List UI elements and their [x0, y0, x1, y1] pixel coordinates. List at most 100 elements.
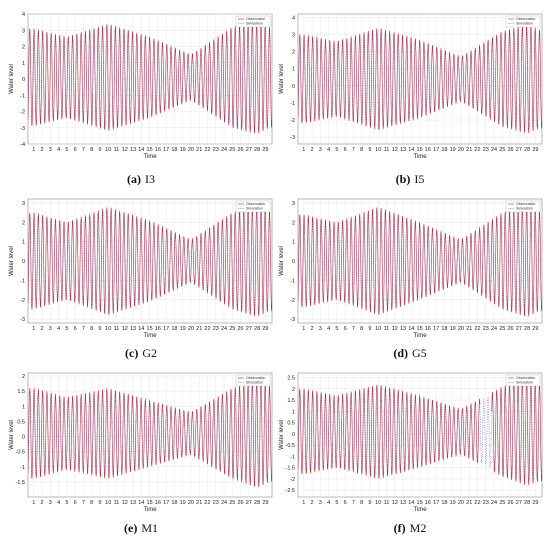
x-tick-label: 11 — [114, 147, 120, 153]
y-tick-label: 4 — [22, 12, 25, 18]
x-tick-label: 23 — [213, 147, 219, 153]
y-tick-label: -1 — [20, 278, 25, 284]
x-tick-label: 20 — [188, 326, 194, 332]
y-tick-label: 1.5 — [287, 398, 295, 404]
y-tick-label: -3 — [20, 317, 25, 323]
x-tick-label: 21 — [196, 326, 202, 332]
y-axis-label: Water level — [279, 64, 285, 94]
legend-box — [235, 15, 271, 28]
x-tick-label: 3 — [319, 147, 322, 153]
y-tick-label: 0 — [22, 435, 25, 441]
caption-letter: (d) — [393, 346, 408, 360]
legend-entry: Observation — [246, 202, 265, 206]
x-tick-label: 24 — [491, 326, 497, 332]
x-tick-label: 14 — [408, 147, 414, 153]
caption-name: I5 — [414, 172, 424, 186]
x-tick-label: 2 — [311, 147, 314, 153]
x-tick-label: 20 — [188, 500, 194, 506]
x-tick-label: 28 — [524, 500, 530, 506]
x-axis-label: Time — [413, 333, 427, 339]
x-tick-label: 5 — [65, 326, 68, 332]
x-tick-label: 16 — [155, 500, 161, 506]
legend-entry: Simulation — [516, 207, 533, 211]
x-tick-label: 27 — [246, 147, 252, 153]
x-tick-label: 18 — [441, 500, 447, 506]
x-tick-label: 2 — [311, 500, 314, 506]
x-tick-label: 28 — [524, 147, 530, 153]
x-tick-label: 27 — [246, 326, 252, 332]
x-tick-label: 1 — [32, 326, 35, 332]
x-tick-label: 16 — [425, 147, 431, 153]
x-tick-label: 5 — [335, 500, 338, 506]
y-tick-label: 3 — [22, 28, 25, 34]
x-tick-label: 12 — [122, 500, 128, 506]
x-tick-label: 18 — [441, 147, 447, 153]
x-tick-label: 11 — [114, 326, 120, 332]
y-axis-label: Water level — [9, 420, 15, 450]
x-tick-label: 13 — [400, 147, 406, 153]
panel-caption: (f) M2 — [394, 521, 427, 535]
x-tick-label: 9 — [98, 326, 101, 332]
x-tick-label: 10 — [105, 147, 111, 153]
x-tick-label: 25 — [229, 147, 235, 153]
legend-entry: Observation — [516, 17, 535, 21]
legend-entry: Simulation — [246, 381, 263, 385]
x-tick-label: 6 — [74, 500, 77, 506]
y-tick-label: -0.5 — [286, 443, 295, 449]
y-tick-label: 1 — [292, 240, 295, 246]
x-tick-label: 6 — [344, 500, 347, 506]
y-tick-label: 2.5 — [287, 376, 295, 382]
x-tick-label: 4 — [57, 500, 60, 506]
x-tick-label: 16 — [425, 326, 431, 332]
x-tick-label: 9 — [98, 500, 101, 506]
x-tick-label: 11 — [384, 147, 390, 153]
x-tick-label: 26 — [238, 147, 244, 153]
x-tick-label: 20 — [188, 147, 194, 153]
caption-letter: (f) — [394, 521, 406, 535]
x-axis-label: Time — [413, 507, 427, 513]
caption-name: M1 — [141, 521, 158, 535]
x-tick-label: 27 — [516, 500, 522, 506]
x-tick-label: 3 — [319, 326, 322, 332]
x-tick-label: 10 — [105, 500, 111, 506]
x-tick-label: 25 — [499, 500, 505, 506]
x-tick-label: 13 — [400, 326, 406, 332]
x-tick-label: 3 — [319, 500, 322, 506]
chart-panel-5: 1 2 3 4 5 6 7 8 9 10 11 12 13 14 15 16 17 18 19 20 21 22 23 24 2… — [9, 372, 273, 535]
x-tick-label: 13 — [130, 147, 136, 153]
x-tick-label: 10 — [375, 326, 381, 332]
x-tick-label: 12 — [122, 326, 128, 332]
x-tick-label: 26 — [508, 500, 514, 506]
x-tick-label: 2 — [41, 147, 44, 153]
y-tick-label: 1 — [22, 240, 25, 246]
x-tick-label: 17 — [163, 500, 169, 506]
panel-caption: (b) I5 — [396, 172, 425, 186]
x-tick-label: 15 — [417, 326, 423, 332]
chart-panel-3: 1 2 3 4 5 6 7 8 9 10 11 12 13 14 15 16 17 18 19 20 21 22 23 24 2… — [9, 198, 273, 360]
x-tick-label: 3 — [49, 147, 52, 153]
x-tick-label: 21 — [196, 500, 202, 506]
y-axis-label: Water level — [279, 420, 285, 450]
y-tick-label: 2 — [292, 387, 295, 393]
x-axis-label: Time — [413, 154, 427, 160]
x-tick-label: 22 — [474, 147, 480, 153]
x-tick-label: 26 — [508, 326, 514, 332]
y-tick-label: 3 — [292, 33, 295, 39]
y-tick-label: 0 — [292, 84, 295, 90]
x-tick-label: 18 — [171, 147, 177, 153]
x-tick-label: 19 — [180, 500, 186, 506]
x-tick-label: 19 — [180, 147, 186, 153]
x-tick-label: 5 — [335, 147, 338, 153]
x-tick-label: 15 — [147, 147, 153, 153]
x-tick-label: 10 — [105, 326, 111, 332]
x-tick-label: 2 — [41, 326, 44, 332]
x-tick-label: 24 — [221, 500, 227, 506]
y-tick-label: 0.5 — [17, 419, 25, 425]
x-axis-label: Time — [143, 154, 157, 160]
x-tick-label: 16 — [155, 326, 161, 332]
x-tick-label: 29 — [532, 326, 538, 332]
x-tick-label: 27 — [246, 500, 252, 506]
x-tick-label: 8 — [90, 147, 93, 153]
series-line-observation — [298, 205, 542, 317]
